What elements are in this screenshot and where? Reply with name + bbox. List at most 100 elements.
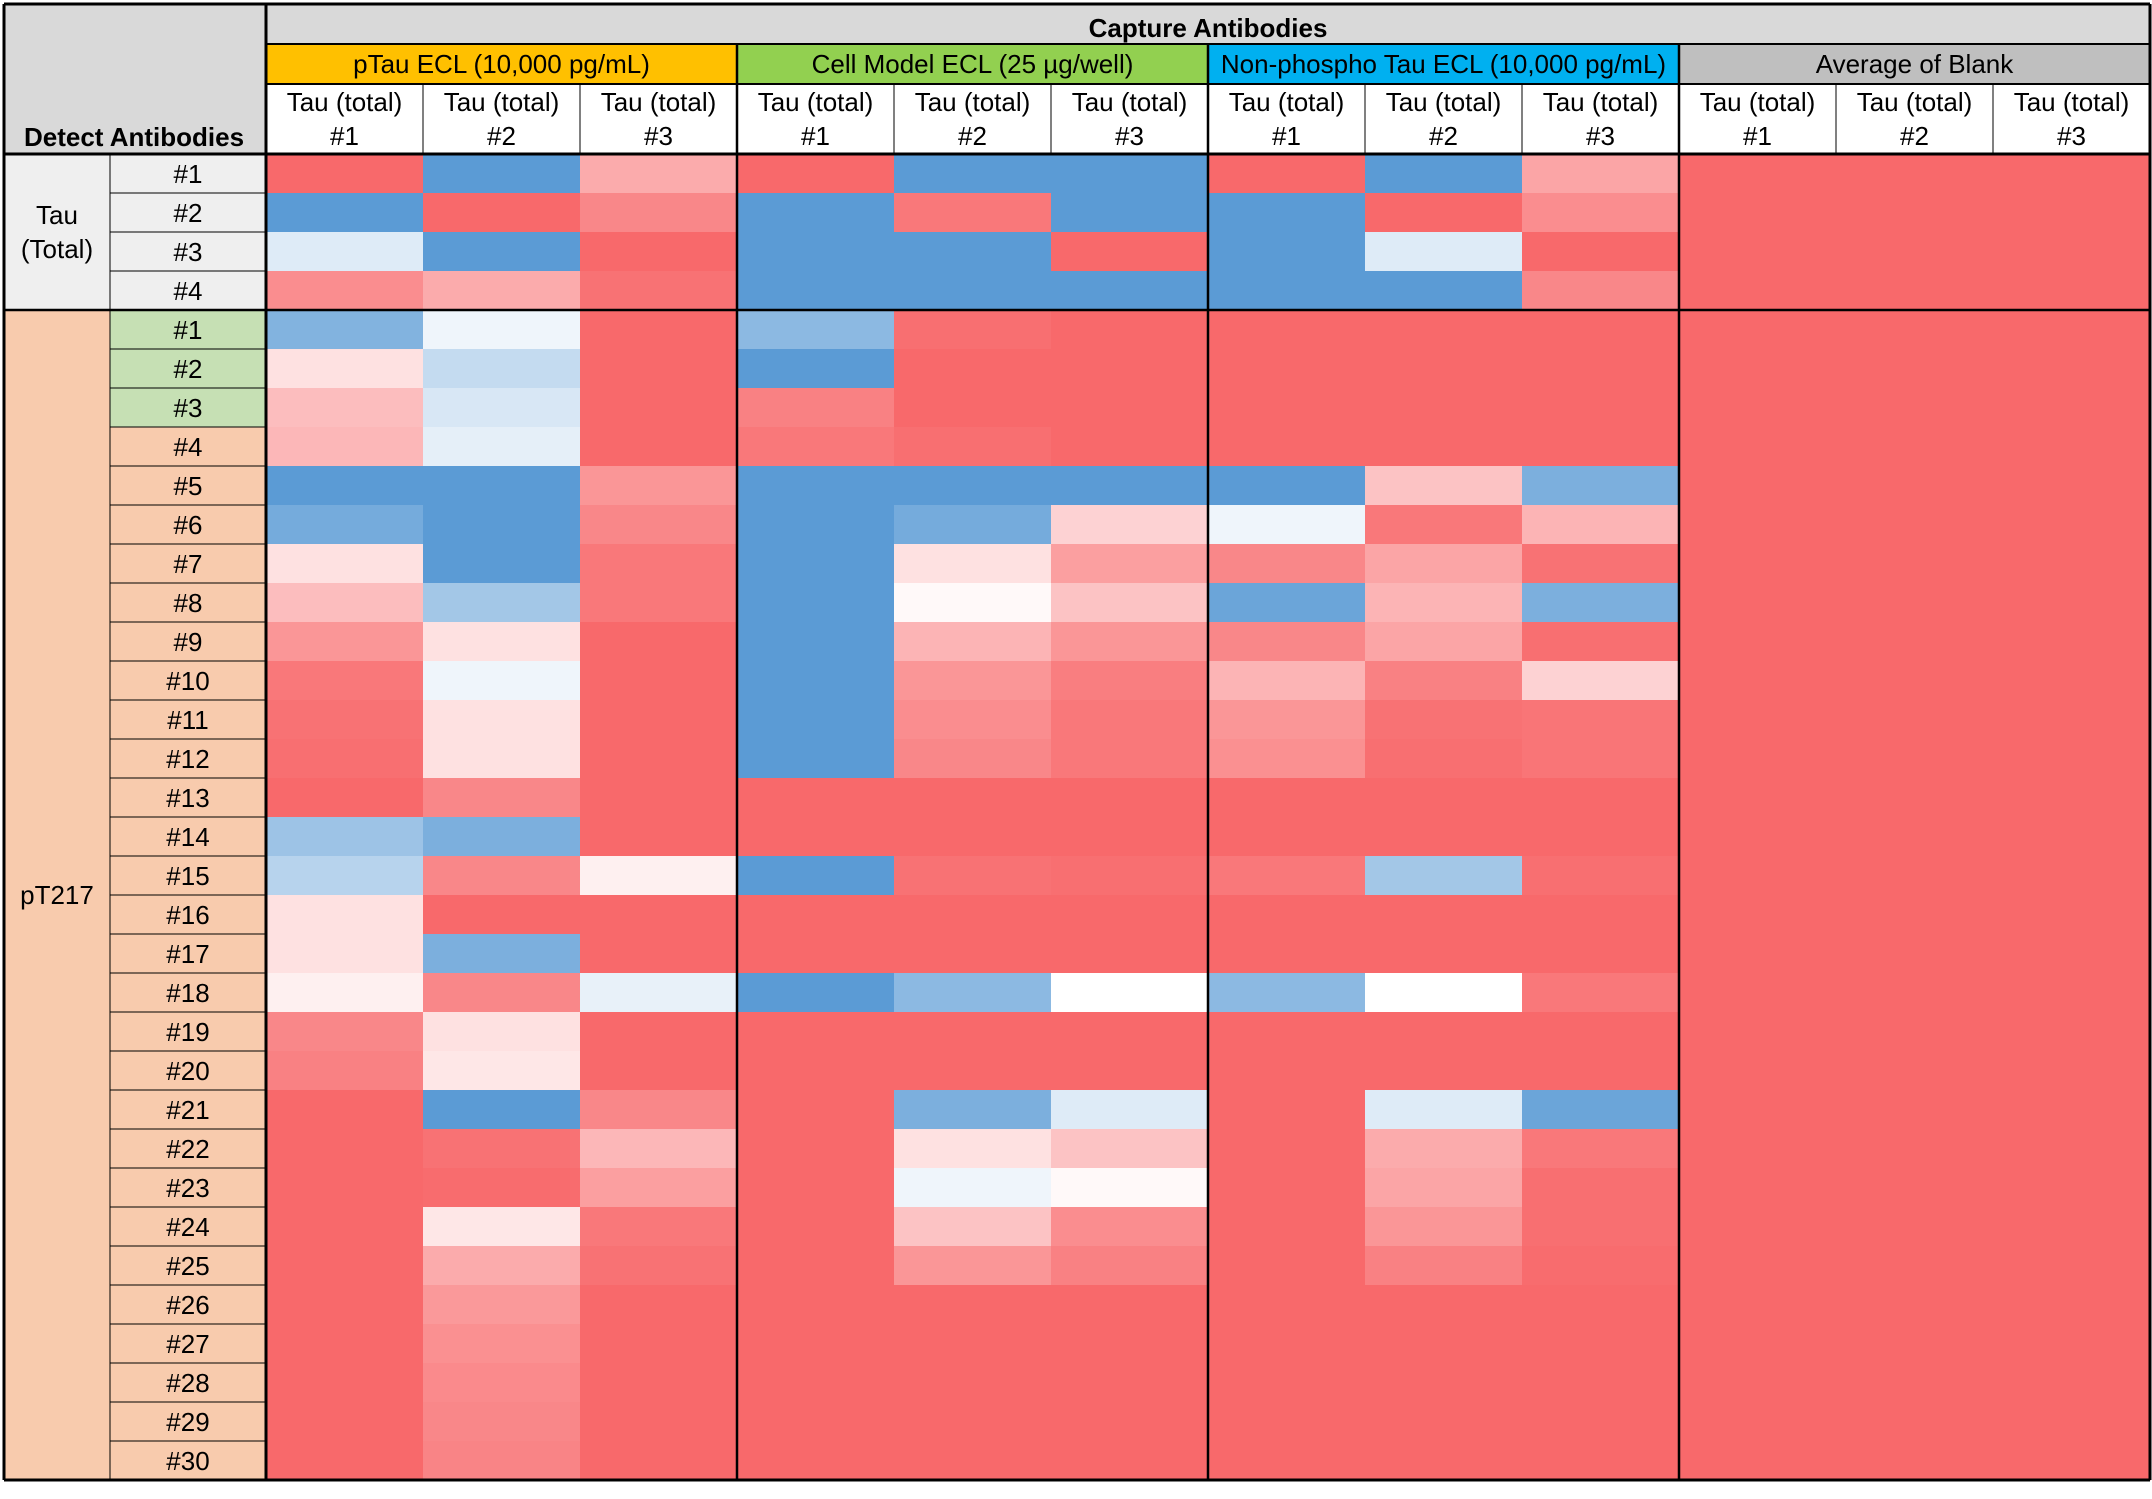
- heatmap-cell: [1522, 817, 1680, 857]
- heatmap-cell: [894, 505, 1052, 545]
- row-label-15: #11: [167, 705, 208, 735]
- row-label-cell-13: [110, 622, 266, 661]
- heatmap-cell: [737, 1441, 895, 1481]
- heatmap-cell: [423, 895, 581, 935]
- heatmap-cell: [266, 310, 424, 350]
- row-label-7: #3: [174, 393, 203, 423]
- heatmap-cell: [1679, 1051, 1837, 1091]
- row-label-cell-1: [110, 154, 266, 193]
- heatmap-cell: [1051, 310, 1209, 350]
- heatmap-cell: [1208, 583, 1366, 623]
- column-label-2: #2: [487, 121, 516, 151]
- row-group-cell-2: [4, 310, 110, 1480]
- heatmap-cell: [1522, 934, 1680, 974]
- heatmap-cell: [423, 1207, 581, 1247]
- heatmap-cell: [423, 1402, 581, 1442]
- heatmap-cell: [580, 388, 738, 428]
- row-label-5: #1: [174, 315, 203, 345]
- heatmap-cell: [266, 544, 424, 584]
- heatmap-cell: [1051, 1441, 1209, 1481]
- heatmap-cell: [1679, 1285, 1837, 1325]
- heatmap-cell: [1836, 700, 1994, 740]
- heatmap-cell: [266, 1363, 424, 1403]
- heatmap-cell: [1993, 466, 2151, 506]
- heatmap-cell: [1836, 232, 1994, 272]
- heatmap-cell: [894, 739, 1052, 779]
- heatmap-cell: [894, 232, 1052, 272]
- row-label-cell-21: [110, 934, 266, 973]
- heatmap-cell: [1836, 1441, 1994, 1481]
- capture-title: Capture Antibodies: [1089, 13, 1328, 43]
- heatmap-cell: [1993, 1129, 2151, 1169]
- heatmap-cell: [1051, 1129, 1209, 1169]
- heatmap-cell: [266, 1441, 424, 1481]
- heatmap-cell: [1679, 622, 1837, 662]
- heatmap-cell: [1679, 1012, 1837, 1052]
- heatmap-cell: [1522, 349, 1680, 389]
- heatmap-cell: [1365, 1129, 1523, 1169]
- heatmap-cell: [894, 1246, 1052, 1286]
- heatmap-cell: [423, 1324, 581, 1364]
- heatmap-cell: [1051, 661, 1209, 701]
- heatmap-cells: [4, 4, 2151, 1481]
- row-label-3: #3: [174, 237, 203, 267]
- heatmap-cell: [266, 934, 424, 974]
- heatmap-cell: [1836, 505, 1994, 545]
- row-label-cell-30: [110, 1285, 266, 1324]
- row-group-label-1: (Total): [21, 234, 93, 264]
- heatmap-cell: [894, 388, 1052, 428]
- heatmap-cell: [1836, 778, 1994, 818]
- heatmap-cell: [1993, 622, 2151, 662]
- heatmap-cell: [1836, 856, 1994, 896]
- heatmap-cell: [266, 1246, 424, 1286]
- row-label-cell-7: [110, 388, 266, 427]
- column-label-top-9: Tau (total): [1543, 87, 1659, 117]
- heatmap-cell: [894, 427, 1052, 467]
- heatmap-cell: [1836, 1129, 1994, 1169]
- heatmap-cell: [737, 1090, 895, 1130]
- heatmap-cell: [1836, 1402, 1994, 1442]
- heatmap-cell: [1051, 1363, 1209, 1403]
- heatmap-cell: [894, 1012, 1052, 1052]
- heatmap-cell: [1522, 1246, 1680, 1286]
- heatmap-cell: [1993, 1363, 2151, 1403]
- heatmap-cell: [1365, 1051, 1523, 1091]
- heatmap-cell: [423, 739, 581, 779]
- heatmap-cell: [1522, 895, 1680, 935]
- heatmap-cell: [1051, 1324, 1209, 1364]
- heatmap-cell: [1993, 505, 2151, 545]
- heatmap-cell: [737, 1051, 895, 1091]
- heatmap-cell: [1051, 427, 1209, 467]
- heatmap-cell: [1522, 1324, 1680, 1364]
- heatmap-cell: [580, 349, 738, 389]
- row-label-33: #29: [166, 1407, 209, 1437]
- heatmap-cell: [1051, 973, 1209, 1013]
- column-label-5: #2: [958, 121, 987, 151]
- column-label-top-8: Tau (total): [1386, 87, 1502, 117]
- heatmap-cell: [580, 1441, 738, 1481]
- heatmap-cell: [1365, 271, 1523, 311]
- heatmap-cell: [737, 466, 895, 506]
- heatmap-cell: [737, 661, 895, 701]
- heatmap-cell: [1836, 934, 1994, 974]
- row-label-18: #14: [166, 822, 209, 852]
- row-group-label-2: pT217: [20, 880, 94, 910]
- heatmap-cell: [894, 466, 1052, 506]
- row-label-cell-8: [110, 427, 266, 466]
- capture-title-cell: [266, 4, 2150, 44]
- heatmap-cell: [423, 817, 581, 857]
- row-group-label-1: Tau: [36, 200, 78, 230]
- heatmap-cell: [580, 973, 738, 1013]
- heatmap-cell: [1208, 193, 1366, 233]
- column-label-top-3: Tau (total): [601, 87, 717, 117]
- column-label-8: #2: [1429, 121, 1458, 151]
- heatmap-cell: [1522, 583, 1680, 623]
- heatmap-cell: [1522, 388, 1680, 428]
- column-label-top-5: Tau (total): [915, 87, 1031, 117]
- heatmap-cell: [1993, 154, 2151, 194]
- heatmap-cell: [1679, 1168, 1837, 1208]
- heatmap-cell: [580, 1324, 738, 1364]
- heatmap-cell: [1208, 1012, 1366, 1052]
- heatmap-cell: [737, 583, 895, 623]
